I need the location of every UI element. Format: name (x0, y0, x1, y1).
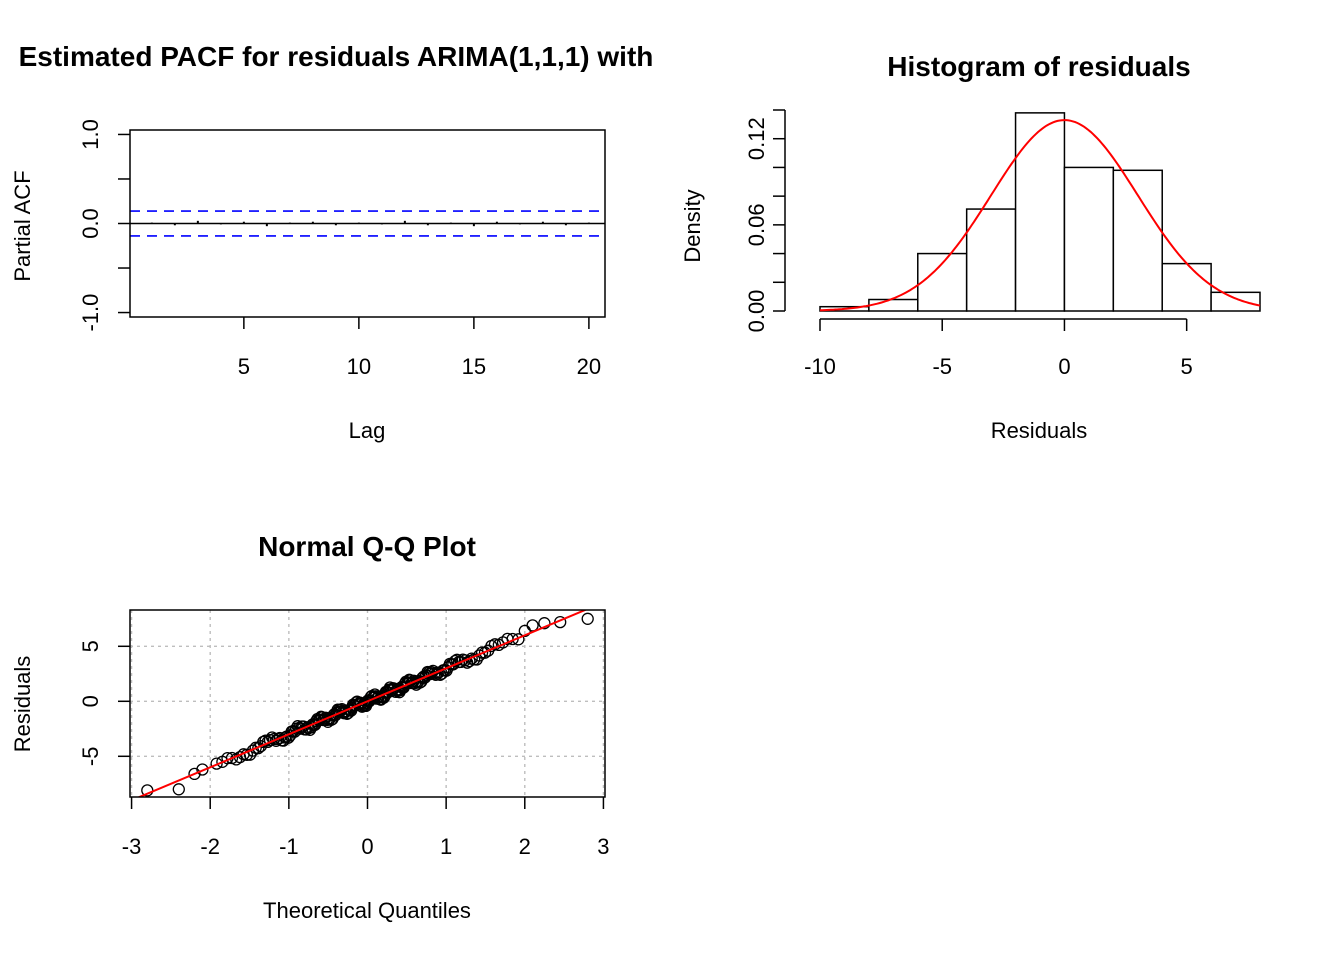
hist-x-tick-label: 0 (1058, 354, 1070, 379)
qq-reference-line (136, 610, 588, 797)
pacf-y-tick-label: 1.0 (78, 119, 103, 150)
qq-x-tick-label: 2 (519, 834, 531, 859)
qq-point (458, 654, 472, 667)
qq-panel: -3 -2 -1 0 1 2 3 -5 0 5 (78, 609, 610, 859)
histogram-bar (1014, 112, 1066, 312)
qq-y-tick-label: 0 (78, 695, 103, 707)
qq-x-tick-label: -1 (279, 834, 299, 859)
qq-point (478, 646, 492, 659)
qq-x-tick-label: -3 (122, 834, 142, 859)
histogram-bar (1161, 262, 1212, 312)
qq-x-tick-label: 0 (361, 834, 373, 859)
qq-point (526, 619, 539, 632)
pacf-y-tick-label: 0.0 (78, 208, 103, 239)
hist-y-tick-label: 0.00 (744, 290, 769, 333)
hist-title: Histogram of residuals (887, 51, 1190, 82)
qq-x-tick-label: 3 (597, 834, 609, 859)
histogram-bar (1063, 166, 1115, 312)
qq-y-tick-label: 5 (78, 640, 103, 652)
histogram-bar (868, 298, 919, 312)
pacf-title: Estimated PACF for residuals ARIMA(1,1,1… (19, 41, 654, 72)
qq-point (581, 612, 594, 625)
hist-x-tick-label: -5 (932, 354, 952, 379)
pacf-x-tick-label: 5 (238, 354, 250, 379)
pacf-panel: 5 10 15 20 -1.0 0.0 1.0 (78, 119, 606, 379)
pacf-x-tick-label: 10 (347, 354, 371, 379)
qq-point (538, 617, 551, 630)
pacf-x-tick-label: 15 (462, 354, 486, 379)
histogram-bar (1210, 291, 1261, 312)
qq-y-tick-label: -5 (78, 747, 103, 767)
qq-x-tick-label: 1 (440, 834, 452, 859)
hist-x-tick-label: -10 (804, 354, 836, 379)
histogram-bar (1112, 169, 1163, 312)
histogram-panel: -10 -5 0 5 0.00 0.06 0.12 (744, 109, 1261, 379)
pacf-y-tick-label: -1.0 (78, 294, 103, 332)
qq-point (210, 757, 223, 770)
qq-point (196, 763, 209, 776)
hist-xlabel: Residuals (991, 418, 1088, 443)
normal-density-curve (819, 119, 1261, 312)
qq-point (269, 734, 283, 747)
pacf-xlabel: Lag (349, 418, 386, 443)
qq-xlabel: Theoretical Quantiles (263, 898, 471, 923)
qq-ylabel: Residuals (10, 656, 35, 753)
qq-x-tick-label: -2 (200, 834, 220, 859)
qq-title: Normal Q-Q Plot (258, 531, 476, 562)
hist-x-tick-label: 5 (1181, 354, 1193, 379)
hist-y-tick-label: 0.12 (744, 117, 769, 160)
pacf-ylabel: Partial ACF (10, 170, 35, 281)
histogram-bar (965, 208, 1017, 312)
hist-y-tick-label: 0.06 (744, 203, 769, 246)
qq-point (488, 638, 502, 651)
pacf-x-tick-label: 20 (577, 354, 601, 379)
hist-ylabel: Density (680, 189, 705, 262)
qq-point (172, 783, 185, 796)
